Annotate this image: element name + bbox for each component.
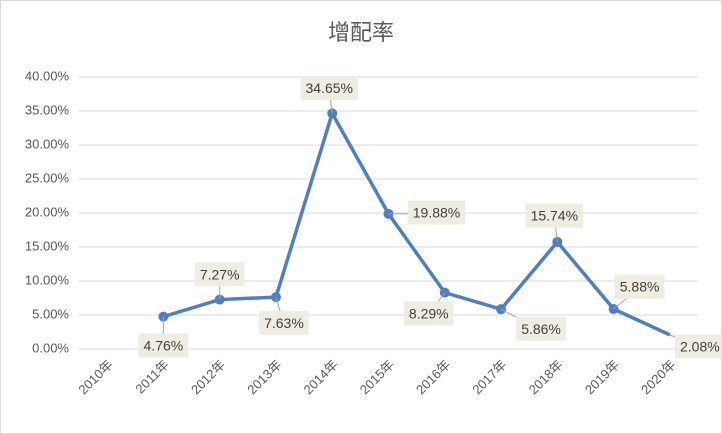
data-label-bg <box>300 76 358 101</box>
data-label-bg <box>259 310 309 335</box>
data-label: 5.88% <box>620 279 660 295</box>
data-label: 7.27% <box>200 266 240 282</box>
data-label-bg <box>525 203 584 228</box>
data-label-bg <box>138 333 189 358</box>
y-tick-label: 30.00% <box>25 136 70 151</box>
data-label-group: 7.27% <box>194 262 245 287</box>
y-tick-label: 35.00% <box>25 102 70 117</box>
data-label: 19.88% <box>413 205 460 221</box>
y-tick-label: 20.00% <box>25 204 70 219</box>
y-tick-label: 15.00% <box>25 238 70 253</box>
y-tick-label: 40.00% <box>25 68 70 83</box>
data-label: 4.76% <box>144 337 184 353</box>
data-label: 8.29% <box>409 305 449 321</box>
data-label-bg <box>614 274 665 299</box>
data-label-group: 4.76% <box>138 333 189 358</box>
data-label: 34.65% <box>305 80 352 96</box>
data-label-group: 8.29% <box>403 301 454 326</box>
data-label-group: 15.74% <box>525 203 584 228</box>
data-label-group: 34.65% <box>300 76 358 101</box>
data-label: 5.86% <box>521 321 561 337</box>
data-label-group: 19.88% <box>407 200 466 225</box>
data-label-bg <box>675 334 722 359</box>
chart-title: 增配率 <box>328 20 394 45</box>
y-tick-label: 5.00% <box>32 306 69 321</box>
data-label-group: 5.86% <box>516 316 566 341</box>
data-label-bg <box>403 301 454 326</box>
data-label: 15.74% <box>531 208 578 224</box>
line <box>162 111 671 337</box>
data-label: 7.63% <box>264 315 304 331</box>
data-label-bg <box>194 262 245 287</box>
data-label: 2.08% <box>680 339 720 355</box>
y-tick-label: 25.00% <box>25 170 70 185</box>
data-label-bg <box>516 316 566 341</box>
y-tick-label: 10.00% <box>25 272 70 287</box>
y-tick-label: 0.00% <box>32 340 69 355</box>
data-label-group: 2.08% <box>675 334 722 359</box>
data-label-group: 7.63% <box>259 310 309 335</box>
data-label-bg <box>407 200 466 225</box>
data-label-group: 5.88% <box>614 274 665 299</box>
